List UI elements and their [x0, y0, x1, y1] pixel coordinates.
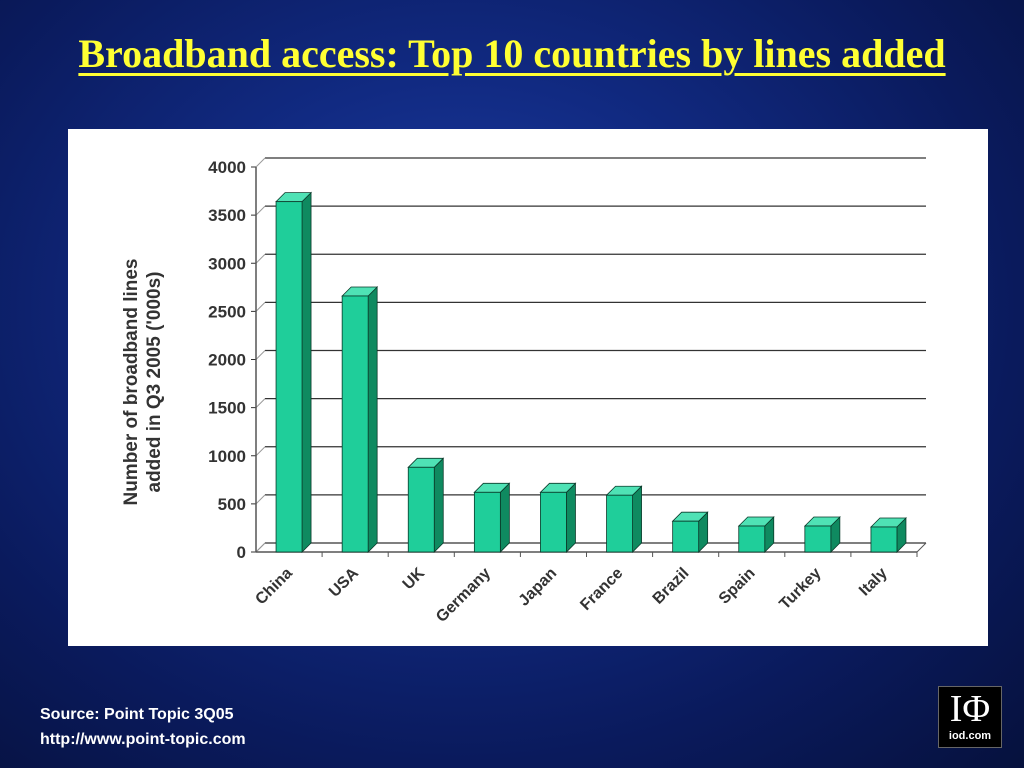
source-url: http://www.point-topic.com	[40, 731, 246, 748]
y-tick-label: 4000	[208, 158, 246, 177]
gridline-diagonal	[255, 205, 266, 216]
bar-chart: 0 500 1000 1500 2000 2500 3000 3500 4000 China USA…	[68, 129, 988, 646]
y-axis-title-line-1: Number of broadband lines	[121, 258, 142, 505]
x-tick-label: Italy	[856, 565, 891, 600]
gridline-diagonal	[255, 494, 266, 505]
y-tick-label: 0	[237, 543, 246, 562]
logo-text: iod.com	[948, 730, 992, 742]
bar-china	[275, 201, 303, 553]
x-tick-label: France	[577, 565, 626, 614]
source-footer: Source: Point Topic 3Q05 http://www.poin…	[40, 702, 246, 752]
y-tick-label: 3500	[208, 206, 246, 225]
x-tick-label: Spain	[716, 565, 759, 608]
y-tick-label: 2000	[208, 351, 246, 370]
y-tick-label: 2500	[208, 302, 246, 321]
x-axis-end	[916, 542, 927, 553]
bar-side-china	[301, 191, 312, 553]
y-tick-label: 500	[218, 495, 246, 514]
bar-japan	[540, 491, 567, 553]
bar-france	[606, 494, 633, 553]
source-text: Source: Point Topic 3Q05	[40, 706, 234, 723]
bar-uk	[407, 466, 435, 553]
bar-side-japan	[566, 482, 576, 553]
bar-side-france	[632, 485, 642, 553]
x-tick-label: Japan	[516, 565, 561, 610]
bar-side-germany	[499, 482, 510, 553]
bar-spain	[738, 525, 766, 553]
y-tick-label: 3000	[208, 254, 246, 273]
gridline-diagonal	[255, 350, 266, 360]
y-tick-label: 1500	[208, 399, 246, 418]
y-tick-label: 1000	[208, 447, 246, 466]
y-axis-title-line-2: added in Q3 2005 ('000s)	[144, 271, 165, 492]
chart-svg: 0 500 1000 1500 2000 2500 3000 3500 4000 China USA…	[121, 157, 927, 626]
logo-mark: IΦ	[949, 688, 991, 730]
bar-turkey	[804, 525, 832, 553]
gridline-diagonal	[255, 542, 266, 553]
x-tick-label: Brazil	[650, 565, 693, 608]
bar-brazil	[672, 520, 700, 553]
x-tick-label: Germany	[433, 565, 494, 626]
x-tick-label: Turkey	[776, 565, 824, 613]
gridline-diagonal	[255, 398, 266, 408]
bar-side-usa	[367, 286, 378, 553]
iod-logo: IΦ iod.com	[938, 686, 1002, 748]
bar-usa	[341, 295, 369, 553]
bar-germany	[473, 491, 501, 553]
x-tick-label: USA	[326, 564, 362, 600]
gridline-diagonal	[255, 302, 266, 312]
slide-title: Broadband access: Top 10 countries by li…	[78, 31, 946, 76]
x-tick-label: China	[252, 565, 296, 609]
gridline-diagonal	[255, 253, 266, 264]
x-tick-label: UK	[400, 564, 429, 593]
bar-side-uk	[433, 457, 444, 553]
gridline-diagonal	[255, 446, 266, 457]
bar-italy	[870, 526, 898, 553]
gridline-diagonal	[255, 157, 266, 168]
